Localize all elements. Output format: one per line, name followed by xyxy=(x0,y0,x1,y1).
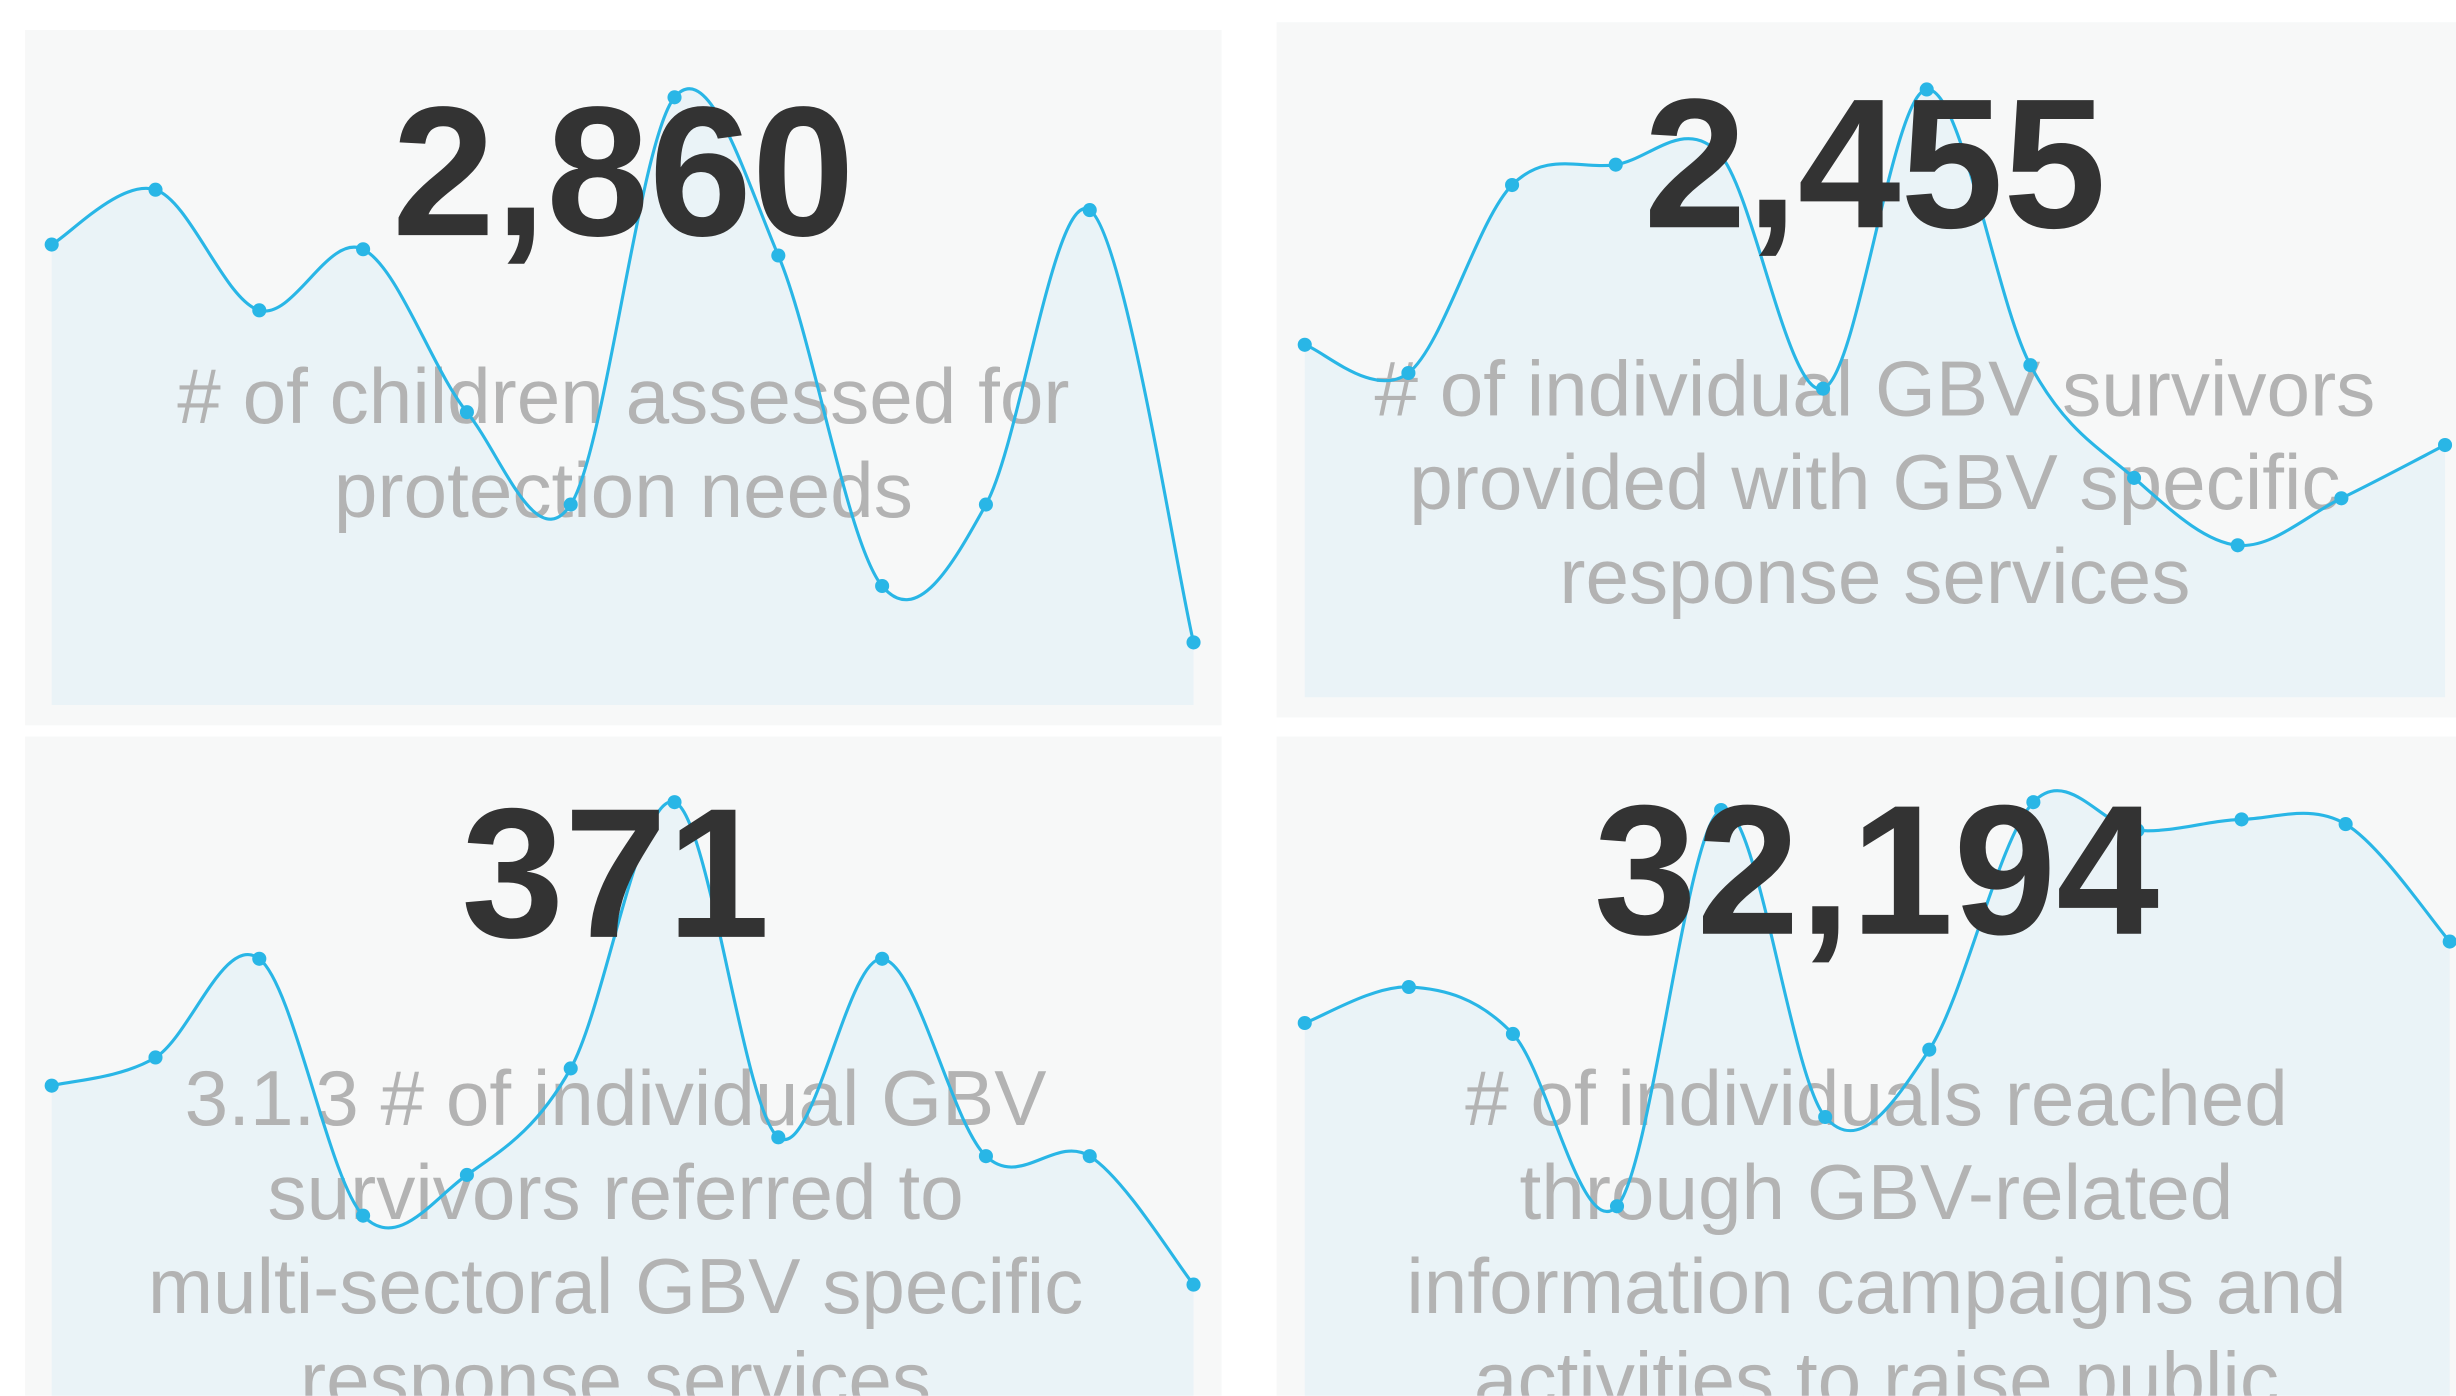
kpi-value: 32,194 xyxy=(1594,768,2159,974)
sparkline-point xyxy=(252,303,267,318)
sparkline-point xyxy=(2023,358,2038,373)
sparkline-point xyxy=(978,1149,993,1164)
sparkline-area xyxy=(1304,89,2446,698)
sparkline-point xyxy=(1297,337,1312,352)
sparkline-point xyxy=(1712,146,1727,161)
sparkline-area xyxy=(51,88,1194,706)
sparkline-point xyxy=(356,242,371,257)
kpi-label: through GBV-related xyxy=(1520,1148,2234,1236)
kpi-label: response services xyxy=(1559,532,2190,620)
sparkline-area xyxy=(1304,790,2450,1396)
sparkline-area xyxy=(51,802,1194,1396)
kpi-value: 2,455 xyxy=(1644,61,2106,267)
sparkline-point xyxy=(252,951,267,966)
sparkline-point xyxy=(1609,1199,1625,1214)
kpi-label: multi-sectoral GBV specific xyxy=(148,1242,1083,1330)
kpi-label: provided with GBV specific xyxy=(1409,438,2340,526)
kpi-label: information campaigns and xyxy=(1406,1242,2346,1330)
sparkline-point xyxy=(2234,812,2249,827)
sparkline-point xyxy=(2026,795,2041,810)
kpi-value: 2,860 xyxy=(392,69,854,275)
sparkline-point xyxy=(459,1167,474,1182)
sparkline-point xyxy=(2130,823,2145,838)
sparkline-point xyxy=(2338,817,2353,832)
kpi-label: 3.1.3 # of individual GBV xyxy=(185,1054,1047,1142)
sparkline-point xyxy=(1922,1042,1937,1057)
kpi-value: 371 xyxy=(461,771,769,977)
sparkline-point xyxy=(1505,177,1520,193)
sparkline-point xyxy=(875,951,890,966)
sparkline-point xyxy=(667,795,682,810)
sparkline-point xyxy=(1818,1109,1833,1125)
sparkline-point xyxy=(459,405,474,420)
sparkline-point xyxy=(1816,381,1831,396)
sparkline-point xyxy=(2442,934,2456,949)
sparkline-point xyxy=(44,237,59,252)
sparkline-point xyxy=(148,1050,163,1065)
kpi-label: response services xyxy=(300,1336,931,1396)
sparkline-point xyxy=(771,248,786,263)
sparkline-point xyxy=(2437,437,2453,453)
sparkline-point xyxy=(1082,1149,1097,1164)
sparkline-point xyxy=(1505,1026,1520,1042)
sparkline-point xyxy=(1297,1015,1312,1031)
sparkline-point xyxy=(2334,491,2349,506)
kpi-label: protection needs xyxy=(334,446,913,534)
sparkline-point xyxy=(1082,203,1097,218)
sparkline-point xyxy=(1186,1277,1201,1292)
sparkline-point xyxy=(2230,538,2245,553)
kpi-label: activities to raise public xyxy=(1474,1336,2279,1396)
sparkline-point xyxy=(356,1208,371,1223)
sparkline-point xyxy=(1186,635,1201,650)
kpi-label: # of individual GBV survivors xyxy=(1374,344,2375,432)
sparkline-point xyxy=(1608,157,1623,172)
kpi-label: # of children assessed for xyxy=(177,352,1069,440)
sparkline-point xyxy=(875,578,890,594)
kpi-label: survivors referred to xyxy=(267,1148,963,1236)
sparkline-point xyxy=(563,497,578,512)
sparkline-point xyxy=(148,182,163,197)
sparkline-point xyxy=(1401,979,1416,995)
kpi-label: # of individuals reached xyxy=(1465,1054,2288,1142)
sparkline-point xyxy=(978,497,993,512)
sparkline-point xyxy=(1919,82,1934,97)
sparkline-point xyxy=(44,1078,59,1093)
sparkline-point xyxy=(1401,365,1416,381)
sparkline-point xyxy=(1714,802,1729,818)
sparkline-point xyxy=(771,1130,786,1145)
sparkline-point xyxy=(667,90,682,105)
sparkline-point xyxy=(563,1061,578,1076)
sparkline-point xyxy=(2127,470,2142,485)
